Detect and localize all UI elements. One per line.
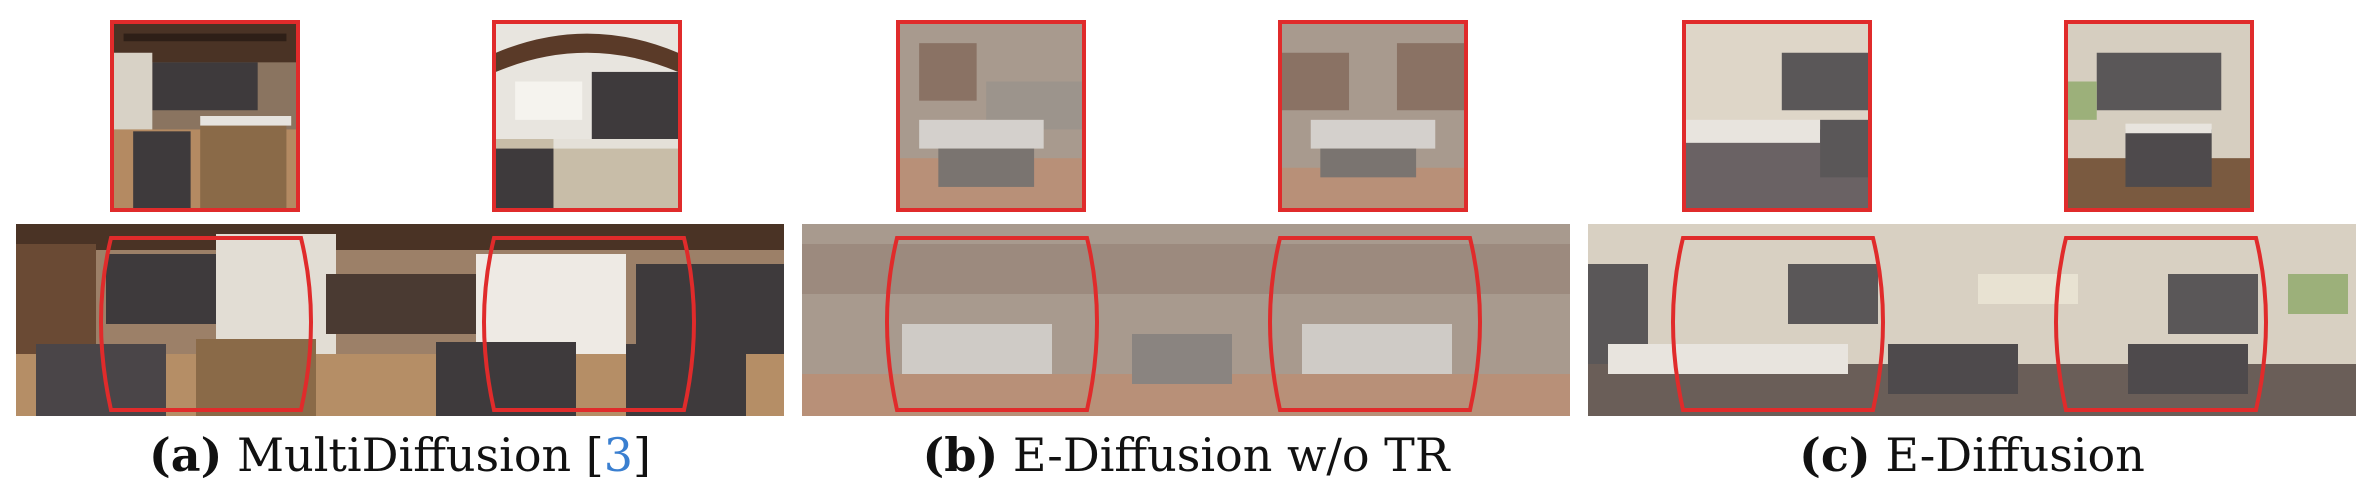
kitchen-crop-image	[496, 24, 678, 208]
caption-close: ]	[633, 428, 651, 482]
caption-label: (c)	[1799, 428, 1871, 482]
crop-view-left	[896, 20, 1086, 212]
caption-title: E-Diffusion w/o TR	[1012, 428, 1450, 482]
caption-label: (a)	[149, 428, 223, 482]
panel-multidiffusion: (a) MultiDiffusion [3]	[16, 0, 784, 494]
crop-view-left	[1682, 20, 1872, 212]
crop-view-right	[1278, 20, 1468, 212]
crop-view-left	[110, 20, 300, 212]
caption-title: MultiDiffusion [	[236, 428, 604, 482]
crop-view-right	[2064, 20, 2254, 212]
caption: (c) E-Diffusion	[1588, 428, 2356, 482]
panel-ediffusion-without-tr: (b) E-Diffusion w/o TR	[802, 0, 1570, 494]
kitchen-crop-image	[1282, 24, 1464, 208]
citation-link[interactable]: 3	[603, 428, 634, 482]
caption-title: E-Diffusion	[1885, 428, 2145, 482]
kitchen-crop-image	[2068, 24, 2250, 208]
panel-ediffusion: (c) E-Diffusion	[1588, 0, 2356, 494]
kitchen-crop-image	[900, 24, 1082, 208]
kitchen-crop-image	[114, 24, 296, 208]
crop-view-right	[492, 20, 682, 212]
panorama-image	[1588, 224, 2356, 416]
panorama-image	[16, 224, 784, 416]
caption-label: (b)	[922, 428, 999, 482]
kitchen-crop-image	[1686, 24, 1868, 208]
caption: (b) E-Diffusion w/o TR	[802, 428, 1570, 482]
panorama-image	[802, 224, 1570, 416]
caption: (a) MultiDiffusion [3]	[16, 428, 784, 482]
